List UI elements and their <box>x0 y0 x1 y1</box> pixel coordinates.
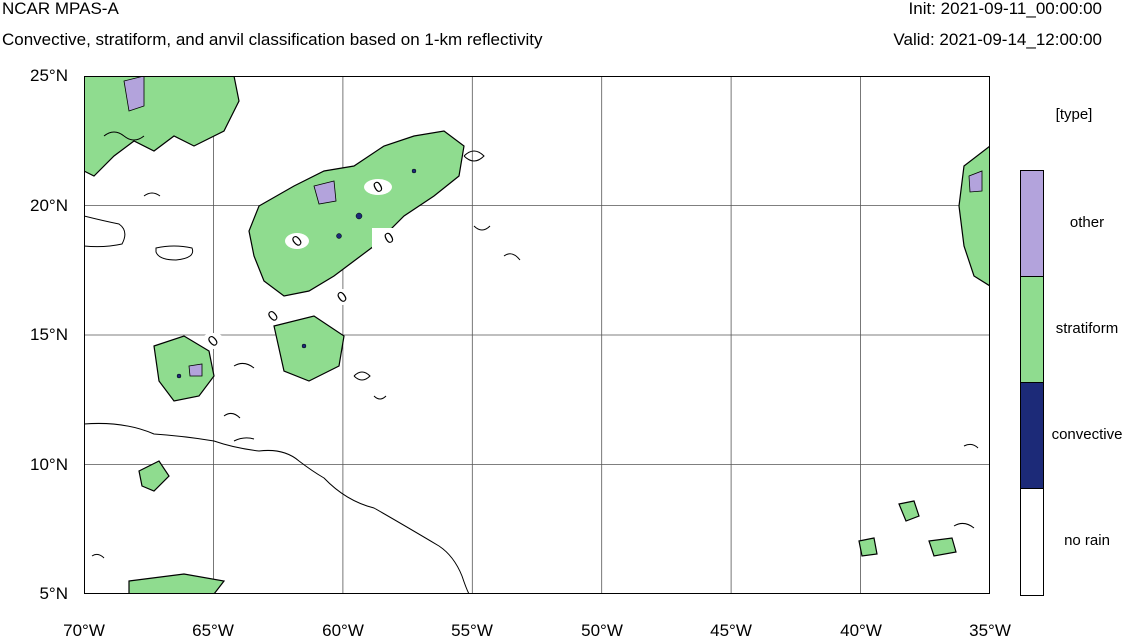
lat-tick-label: 15°N <box>30 325 68 344</box>
contour-label-box <box>328 289 356 305</box>
lon-tick-label: 50°W <box>581 621 623 640</box>
coastline-south-2 <box>233 437 255 442</box>
stratiform-area-nw <box>84 76 240 177</box>
model-title: NCAR MPAS-A <box>2 0 119 18</box>
stratiform-area-se1 <box>898 500 920 522</box>
lon-tick-label: 65°W <box>192 621 234 640</box>
contour-labels: 0 0 0 0 0 0 <box>201 178 406 351</box>
other-regions <box>123 76 983 377</box>
lat-tick-label: 20°N <box>30 196 68 215</box>
valid-time: Valid: 2021-09-14_12:00:00 <box>893 30 1102 49</box>
lon-tick-label: 60°W <box>322 621 364 640</box>
stratiform-area-central <box>248 130 465 297</box>
lat-tick-label: 25°N <box>30 66 68 85</box>
stratiform-area-sw <box>153 335 215 402</box>
init-time: Init: 2021-09-11_00:00:00 <box>908 0 1102 18</box>
stratiform-area-se3 <box>928 537 957 557</box>
stratiform-regions <box>84 76 990 594</box>
lon-tick-label: 55°W <box>451 621 493 640</box>
stratiform-area-s <box>273 315 345 382</box>
coastlines <box>84 215 470 594</box>
coastline-island <box>155 245 194 261</box>
contour-fragments <box>91 131 979 559</box>
plot-subtitle: Convective, stratiform, and anvil classi… <box>2 30 543 49</box>
legend-label-convective: convective <box>1051 426 1123 443</box>
coastline-north <box>84 215 126 248</box>
lon-tick-label: 70°W <box>63 621 105 640</box>
coastline-south-america <box>84 422 470 594</box>
contour-label-box <box>372 228 406 248</box>
legend-title: [type] <box>1055 106 1093 123</box>
lon-tick-label: 40°W <box>840 621 882 640</box>
stratiform-area-east <box>958 145 990 287</box>
lon-tick-label: 45°W <box>710 621 752 640</box>
legend-swatch-stratiform <box>1020 276 1044 383</box>
stratiform-area-bottom <box>128 573 226 594</box>
stratiform-area-caribbean <box>138 460 170 492</box>
contour-label-box <box>285 233 309 249</box>
map-panel: 0 0 0 0 0 0 <box>84 76 990 594</box>
legend-swatch-no-rain <box>1020 488 1044 596</box>
lon-tick-label: 35°W <box>969 621 1011 640</box>
legend-swatch-other <box>1020 170 1044 277</box>
legend-label-stratiform: stratiform <box>1055 320 1119 337</box>
lat-tick-label: 5°N <box>39 584 68 603</box>
map-border <box>84 76 990 594</box>
contour-label-box <box>201 333 225 349</box>
contour-label-box <box>364 179 392 195</box>
stratiform-area-se2 <box>858 537 878 557</box>
legend-swatch-convective <box>1020 382 1044 489</box>
lat-tick-label: 10°N <box>30 455 68 474</box>
legend-label-other: other <box>1069 214 1105 231</box>
contour-label-box <box>261 308 285 324</box>
legend-label-no-rain: no rain <box>1064 532 1110 549</box>
